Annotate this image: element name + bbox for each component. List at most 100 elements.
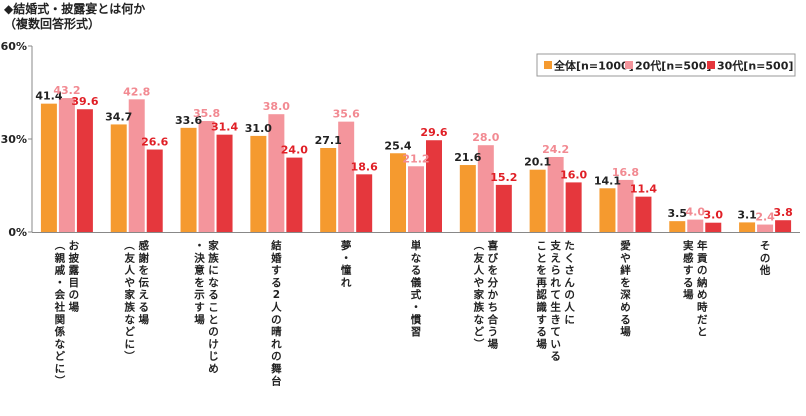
category-label-char: に <box>564 314 575 326</box>
bar <box>180 127 197 232</box>
category-label-char: え <box>550 252 561 264</box>
category-label-char: 2 <box>273 289 280 301</box>
category-label-char: る <box>683 277 694 289</box>
category-label-char: て <box>550 289 561 301</box>
bar <box>408 166 424 232</box>
value-label: 11.4 <box>630 183 657 196</box>
bar <box>529 169 546 232</box>
legend-box <box>536 53 796 77</box>
category-label-char: 深 <box>620 288 631 301</box>
category-label-char: 族 <box>124 301 135 314</box>
value-label: 18.6 <box>351 160 378 173</box>
category-label-char: 場 <box>138 313 149 326</box>
category-label-char: 場 <box>488 337 499 350</box>
category-label-char: 生 <box>550 301 561 314</box>
category-label-char: 式 <box>411 288 422 301</box>
category-label-char: 場 <box>683 288 694 301</box>
category-label-char: 披 <box>69 251 80 264</box>
category-label-char: い <box>550 338 561 350</box>
category-label-char: こ <box>208 302 219 314</box>
category-label-char: 支 <box>549 239 561 252</box>
bar <box>338 121 355 232</box>
category-label-char: き <box>550 314 561 326</box>
category-label-char: 夢 <box>341 239 352 252</box>
bar <box>250 135 267 232</box>
category-label-char: に <box>124 338 135 350</box>
category-label-char: （ <box>53 240 66 251</box>
category-label-char: う <box>488 326 499 338</box>
category-label-char: を <box>194 277 205 289</box>
value-label: 3.0 <box>704 209 724 222</box>
bar <box>58 98 75 232</box>
value-label: 26.6 <box>141 136 168 149</box>
category-label-char: ら <box>550 265 561 277</box>
value-label: 34.7 <box>105 110 132 123</box>
category-label-char: 家 <box>208 239 219 252</box>
bar <box>110 124 127 232</box>
category-label-char: を <box>138 265 149 277</box>
category-label-char: 感 <box>683 251 694 264</box>
category-label-char: 慣 <box>410 313 422 326</box>
value-label: 35.6 <box>333 108 360 121</box>
category-label-char: 親 <box>55 251 66 264</box>
category-label-char: な <box>124 314 135 326</box>
bar <box>565 182 582 232</box>
category-label-char: 族 <box>208 251 219 264</box>
category-label-char: ） <box>123 350 136 361</box>
legend-label: 30代[n=500] <box>717 59 793 73</box>
category-label-char: 晴 <box>271 325 282 338</box>
value-label: 14.1 <box>594 174 621 187</box>
category-label-char: 儀 <box>410 276 422 289</box>
category-label-char: す <box>194 302 205 314</box>
category-label-char: 絆 <box>620 264 631 277</box>
category-label-char: 場 <box>194 313 205 326</box>
category-label-char: め <box>208 363 219 375</box>
bar <box>757 224 774 232</box>
category-label-char: ・ <box>55 277 66 289</box>
category-label-char: 友 <box>473 251 485 264</box>
value-label: 24.2 <box>542 143 569 156</box>
bar <box>356 174 373 232</box>
y-tick-label: 30% <box>1 133 27 146</box>
category-label-char: 納 <box>697 276 708 289</box>
y-tick-label: 0% <box>8 226 27 239</box>
chart-legend: 全体[n=1000] 20代[n=500] 30代[n=500] <box>536 53 796 77</box>
category-label-char: 舞 <box>270 362 282 375</box>
value-label: 29.6 <box>420 126 447 139</box>
bar <box>76 109 93 232</box>
category-label-char: 示 <box>194 289 205 301</box>
legend-swatch <box>625 61 633 69</box>
category-label-char: ん <box>564 277 575 289</box>
category-label-char: ） <box>53 375 66 386</box>
category-label-char: す <box>271 265 282 277</box>
bar <box>547 156 564 232</box>
value-labels: 41.443.239.6 34.7 42.8 26.6 33.635.831.4 31.0… <box>35 84 793 223</box>
category-label-char: 家 <box>474 288 485 301</box>
value-label: 31.4 <box>211 121 238 134</box>
category-label-char: の <box>271 314 282 326</box>
bar <box>128 99 145 232</box>
category-label-char: 婚 <box>270 251 282 264</box>
value-label: 33.6 <box>175 114 202 127</box>
chart-bars <box>40 98 792 232</box>
bar <box>459 165 476 232</box>
category-label-char: 謝 <box>138 251 149 264</box>
category-label-char: ど <box>474 325 485 338</box>
category-label-char: 人 <box>124 264 135 277</box>
category-label-char: な <box>474 314 485 326</box>
category-label-char: 意 <box>194 264 205 277</box>
category-label-char: 場 <box>536 337 547 350</box>
category-label-char: て <box>550 326 561 338</box>
category-label-char: の <box>208 326 219 338</box>
category-label-char: 友 <box>123 251 135 264</box>
value-label: 15.2 <box>490 171 517 184</box>
category-label-char: 人 <box>474 264 485 277</box>
